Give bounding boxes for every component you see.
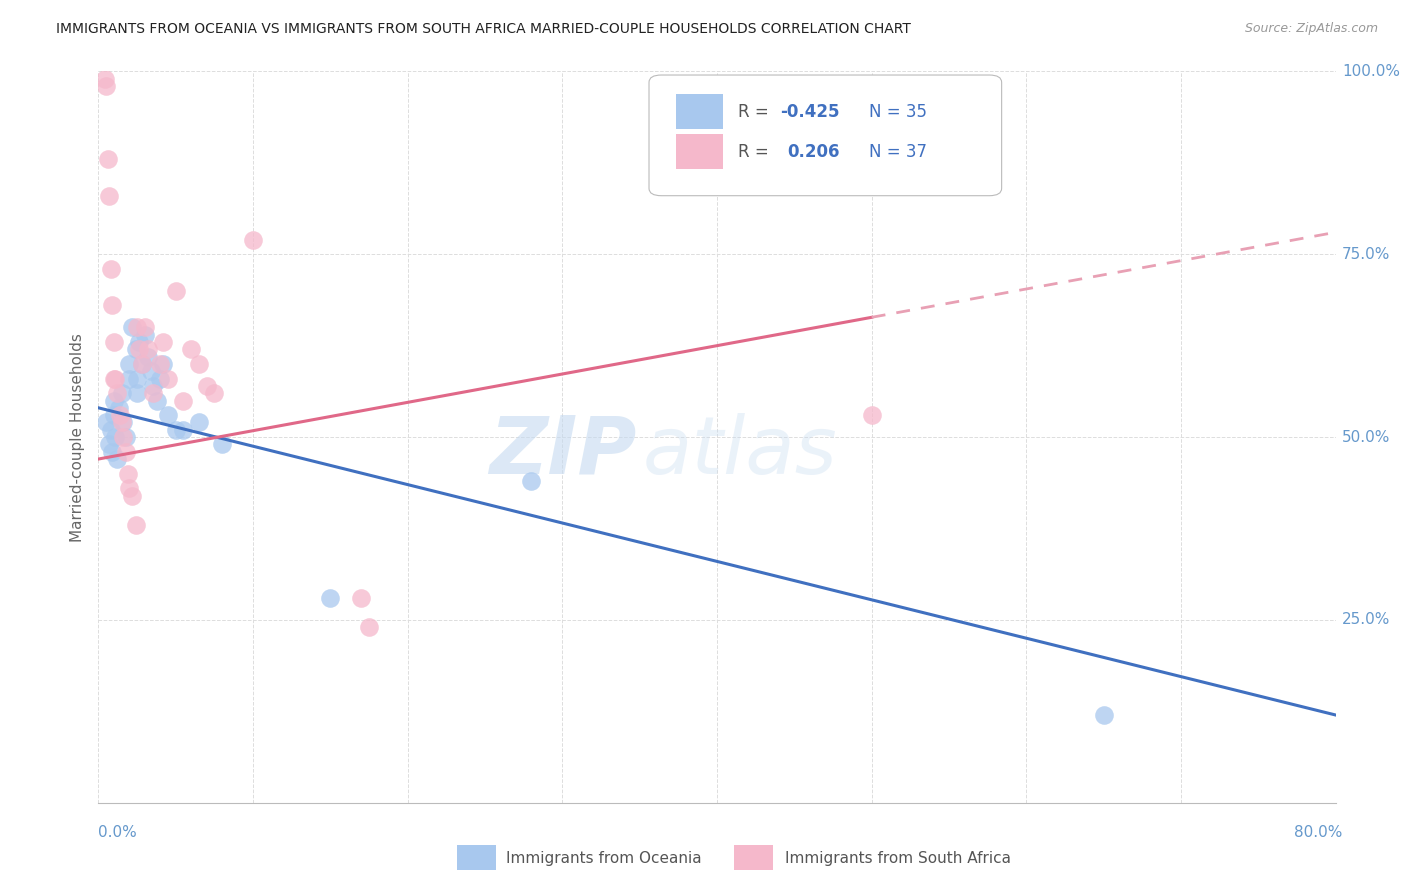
Text: N = 35: N = 35	[869, 103, 927, 120]
Point	[117, 467, 139, 481]
Point	[98, 188, 121, 202]
Point	[101, 298, 124, 312]
Point	[195, 379, 218, 393]
Point	[350, 591, 373, 605]
Point	[242, 233, 264, 247]
Point	[111, 386, 132, 401]
Point	[146, 393, 169, 408]
Point	[111, 416, 132, 430]
Point	[98, 437, 121, 451]
Y-axis label: Married-couple Households: Married-couple Households	[70, 333, 86, 541]
Point	[112, 430, 135, 444]
Point	[152, 357, 174, 371]
Point	[115, 430, 138, 444]
Point	[136, 350, 159, 364]
Point	[103, 393, 125, 408]
Point	[520, 474, 543, 488]
Point	[107, 401, 129, 415]
Point	[211, 437, 233, 451]
Point	[172, 423, 194, 437]
Text: 75.0%: 75.0%	[1341, 247, 1391, 261]
Point	[93, 71, 115, 86]
Text: Immigrants from South Africa: Immigrants from South Africa	[785, 851, 1011, 865]
Point	[149, 357, 172, 371]
Point	[103, 408, 125, 422]
Bar	[676, 94, 723, 129]
Point	[115, 444, 138, 458]
Point	[139, 364, 162, 378]
Text: Source: ZipAtlas.com: Source: ZipAtlas.com	[1244, 22, 1378, 36]
Point	[103, 371, 125, 385]
Point	[141, 386, 165, 401]
Point	[108, 408, 131, 422]
FancyBboxPatch shape	[650, 75, 1001, 195]
Point	[104, 430, 127, 444]
Text: R =: R =	[738, 103, 775, 120]
Text: -0.425: -0.425	[780, 103, 839, 120]
Point	[118, 371, 141, 385]
Point	[357, 620, 380, 634]
Point	[188, 357, 211, 371]
Point	[152, 334, 174, 349]
Point	[104, 371, 127, 385]
Point	[319, 591, 342, 605]
Point	[118, 481, 141, 495]
Point	[157, 371, 180, 385]
Text: Immigrants from Oceania: Immigrants from Oceania	[506, 851, 702, 865]
Text: 80.0%: 80.0%	[1295, 825, 1343, 840]
Point	[121, 320, 143, 334]
Point	[165, 284, 187, 298]
Point	[131, 357, 153, 371]
Text: atlas: atlas	[643, 413, 838, 491]
Bar	[676, 135, 723, 169]
Point	[1092, 708, 1115, 723]
Point	[204, 386, 226, 401]
Text: IMMIGRANTS FROM OCEANIA VS IMMIGRANTS FROM SOUTH AFRICA MARRIED-COUPLE HOUSEHOLD: IMMIGRANTS FROM OCEANIA VS IMMIGRANTS FR…	[56, 22, 911, 37]
Point	[124, 517, 146, 532]
Point	[149, 371, 172, 385]
Point	[96, 416, 118, 430]
Point	[188, 416, 211, 430]
Text: 0.0%: 0.0%	[98, 825, 138, 840]
Point	[136, 343, 159, 357]
Point	[100, 423, 122, 437]
Point	[127, 386, 149, 401]
Point	[165, 423, 187, 437]
Point	[860, 408, 883, 422]
Point	[134, 327, 156, 342]
Point	[134, 320, 156, 334]
Point	[180, 343, 202, 357]
Point	[105, 452, 128, 467]
Point	[118, 357, 141, 371]
Point	[105, 386, 128, 401]
Point	[96, 78, 118, 93]
Point	[121, 489, 143, 503]
Text: ZIP: ZIP	[489, 413, 637, 491]
Point	[97, 152, 120, 166]
Text: R =: R =	[738, 143, 779, 161]
Point	[101, 444, 124, 458]
Point	[100, 261, 122, 276]
Point	[157, 408, 180, 422]
Text: 0.206: 0.206	[787, 143, 839, 161]
Point	[128, 334, 150, 349]
Point	[172, 393, 194, 408]
Point	[128, 343, 150, 357]
Point	[127, 320, 149, 334]
Text: N = 37: N = 37	[869, 143, 927, 161]
Text: 25.0%: 25.0%	[1341, 613, 1391, 627]
Point	[103, 334, 125, 349]
Text: 100.0%: 100.0%	[1341, 64, 1400, 78]
Point	[124, 343, 146, 357]
Point	[131, 357, 153, 371]
Text: 50.0%: 50.0%	[1341, 430, 1391, 444]
Point	[141, 379, 165, 393]
Point	[112, 416, 135, 430]
Point	[127, 371, 149, 385]
